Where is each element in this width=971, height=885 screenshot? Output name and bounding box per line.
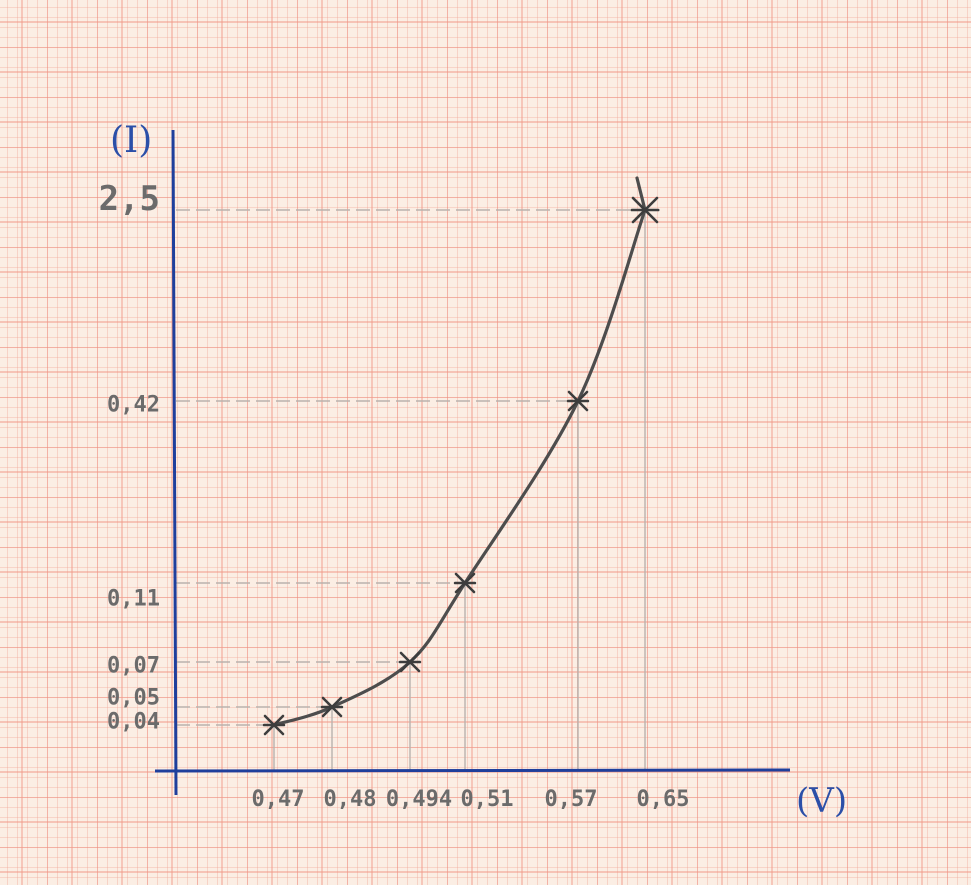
x-axis xyxy=(154,768,791,773)
data-point-marker xyxy=(453,572,477,594)
data-point-marker xyxy=(262,714,286,736)
y-tick-label: 0,07 xyxy=(107,654,160,679)
x-tick-label: 0,65 xyxy=(637,787,690,812)
data-point-marker xyxy=(320,696,344,718)
y-tick-label: 0,42 xyxy=(107,393,160,418)
x-tick-label: 0,48 xyxy=(324,787,377,812)
y-tick-labels: 0,040,05 0,07 0,11 0,42 2,5 xyxy=(99,179,160,735)
y-tick-label: 0,11 xyxy=(107,587,160,612)
y-tick-label: 2,5 xyxy=(99,179,160,219)
x-tick-label: 0,47 xyxy=(252,787,305,812)
y-tick-label: 0,05 xyxy=(107,686,160,711)
x-tick-label: 0,494 xyxy=(386,787,452,812)
data-point-marker xyxy=(566,390,590,412)
data-markers xyxy=(262,196,660,736)
y-axis-title: (I) xyxy=(110,120,152,161)
data-point-marker xyxy=(398,651,422,673)
x-tick-label: 0,51 xyxy=(461,787,514,812)
y-tick-label: 0,04 xyxy=(107,710,160,735)
x-axis-title: (V) xyxy=(796,781,847,821)
x-tick-label: 0,57 xyxy=(545,787,598,812)
x-tick-labels: 0,47 0,48 0,494 0,51 0,57 0,65 xyxy=(252,787,690,812)
guide-lines xyxy=(176,209,646,771)
y-axis xyxy=(171,129,178,796)
data-point-marker xyxy=(630,196,660,224)
